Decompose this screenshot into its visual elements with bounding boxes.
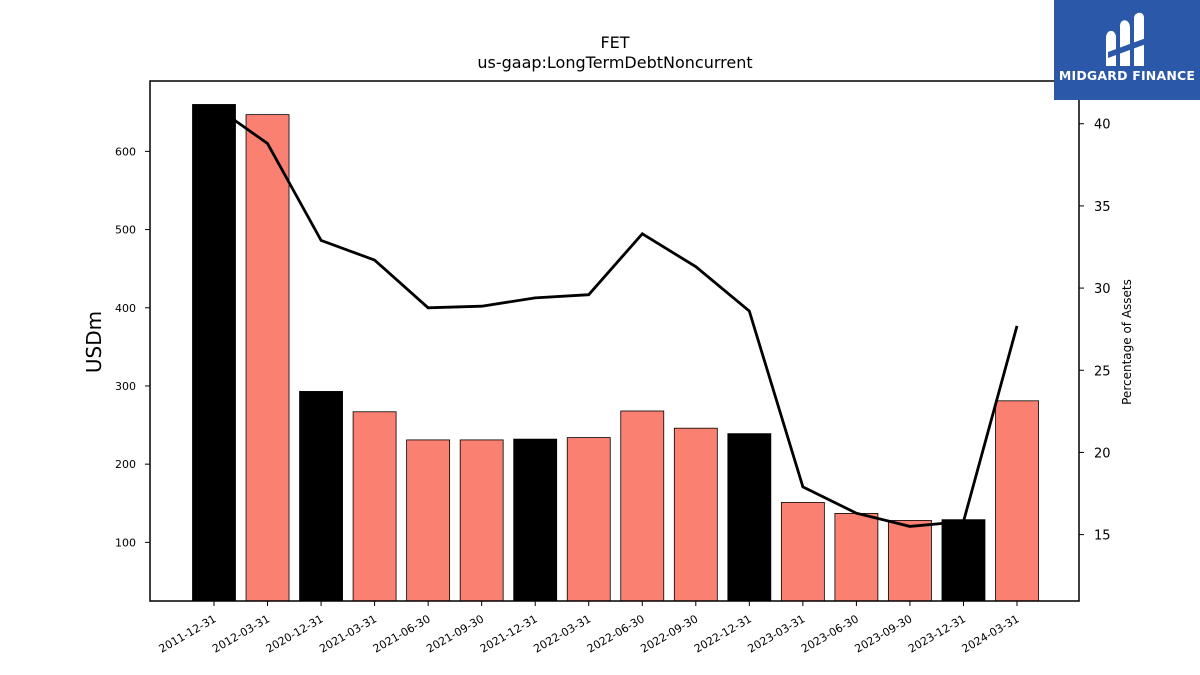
x-tick-label: 2022-06-30	[585, 612, 647, 655]
bar-2020-12-31	[299, 391, 343, 602]
y-right-tick-label: 20	[1094, 446, 1111, 461]
x-tick-label: 2012-03-31	[210, 612, 272, 655]
bar-2021-03-31	[352, 411, 397, 602]
x-tick-label: 2021-06-30	[371, 612, 433, 655]
bar-2021-06-30	[406, 439, 451, 602]
y-right-tick-label: 35	[1094, 200, 1111, 215]
x-tick-label: 2023-12-31	[906, 612, 968, 655]
logo-text: MIDGARD FINANCE	[1058, 68, 1196, 83]
bar-2021-09-30	[459, 439, 504, 602]
x-tick-label: 2024-03-31	[960, 612, 1022, 655]
x-tick-label: 2021-09-30	[424, 612, 486, 655]
x-tick-label: 2021-12-31	[478, 612, 540, 655]
y-tick-label: 200	[115, 458, 136, 471]
y-right-tick-label: 30	[1094, 282, 1111, 297]
bar-2022-03-31	[566, 437, 611, 602]
midgard-finance-logo: MIDGARD FINANCE	[1054, 0, 1200, 100]
y-tick-label: 300	[115, 380, 136, 393]
bar-2021-12-31	[513, 438, 558, 602]
y-axis-right-label: Percentage of Assets	[1120, 279, 1134, 405]
bar-2011-12-31	[192, 104, 236, 602]
chart-subtitle: us-gaap:LongTermDebtNoncurrent	[477, 53, 752, 72]
bar-2012-03-31	[245, 114, 290, 602]
x-tick-label: 2023-06-30	[799, 612, 861, 655]
y-right-tick-label: 15	[1094, 529, 1111, 544]
y-right-tick-label: 25	[1094, 364, 1111, 379]
plot-frame	[149, 80, 1080, 602]
y-tick-label: 100	[115, 536, 136, 549]
y-axis-label: USDm	[82, 311, 106, 373]
x-tick-label: 2022-09-30	[638, 612, 700, 655]
bar-2023-09-30	[888, 520, 932, 602]
bar-2022-09-30	[673, 427, 718, 602]
chart-title: FET	[600, 33, 629, 52]
x-tick-label: 2021-03-31	[317, 612, 379, 655]
x-tick-label: 2020-12-31	[264, 612, 326, 655]
bars-group	[192, 104, 1039, 602]
bar-2024-03-31	[995, 400, 1039, 602]
x-tick-label: 2023-09-30	[853, 612, 915, 655]
y-tick-label: 400	[115, 302, 136, 315]
y-right-tick-label: 40	[1094, 118, 1111, 133]
line-group	[213, 104, 1019, 528]
pct-assets-line	[213, 104, 1019, 528]
x-tick-label: 2022-12-31	[692, 612, 754, 655]
bar-2023-12-31	[941, 519, 986, 602]
bar-2022-12-31	[727, 433, 772, 602]
x-tick-label: 2011-12-31	[157, 612, 219, 655]
midgard-finance-logo-icon	[1106, 12, 1146, 67]
y-tick-label: 500	[115, 224, 136, 237]
bar-2023-03-31	[780, 502, 825, 602]
x-tick-label: 2022-03-31	[531, 612, 593, 655]
y-tick-label: 600	[115, 145, 136, 158]
x-tick-label: 2023-03-31	[745, 612, 807, 655]
bar-2023-06-30	[834, 513, 879, 602]
bar-2022-06-30	[620, 410, 665, 602]
